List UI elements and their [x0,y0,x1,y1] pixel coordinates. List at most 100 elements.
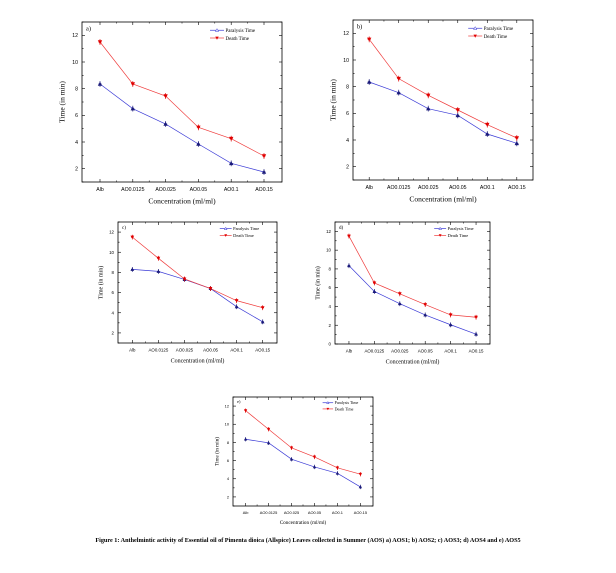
death-time-point [455,108,460,113]
legend-death-marker [224,234,228,237]
death-time-point [367,37,372,42]
paralysis-time-line [245,438,361,488]
y-axis-label: Time (in min) [97,266,104,299]
paralysis-time-point [347,263,351,268]
y-tick-label: 6 [346,111,349,117]
death-time-point [358,472,363,476]
y-tick-label: 12 [326,229,331,234]
y-tick-label: 2 [346,164,349,170]
x-axis-label: Concentration (ml/ml) [280,519,327,526]
x-tick-label: AO0.15 [508,185,526,191]
legend-death-label: Death Time [233,233,254,238]
x-axis-label: Concentration (ml/ml) [171,357,225,364]
y-tick-label: 10 [225,422,230,427]
plot-frame [117,221,278,344]
legend-death-marker [473,34,477,38]
y-tick-label: 8 [329,266,332,271]
y-axis-label: Time (in min) [213,437,220,466]
y-tick-label: 4 [227,476,230,481]
legend-death-label: Death Time [226,37,250,42]
paralysis-time-point [260,319,265,324]
paralysis-time-point [358,485,363,489]
x-tick-label: AO0.0125 [260,510,278,515]
paralysis-time-line [369,81,517,144]
death-time-point [260,306,265,310]
death-time-point [396,76,401,81]
death-time-point [426,93,431,98]
x-axis-label: Concentration (ml/ml) [409,195,477,204]
paralysis-time-point [372,289,377,293]
x-tick-label: AO0.1 [332,510,343,515]
chart-panel-a: 2 4 6 8 10 12 Alb AO0.0125 AO0.025 AO0.05 AO0.1 AO0… [58,21,283,206]
paralysis-time-point [514,141,519,146]
y-axis-label: Time (in min) [58,81,67,123]
x-tick-label: AO0.025 [418,185,439,191]
x-tick-label: AO0.05 [418,348,433,353]
death-time-point [448,313,453,317]
paralysis-time-point [455,113,460,118]
x-tick-label: AO0.05 [203,347,218,352]
death-time-point [266,427,271,431]
y-tick-label: 2 [112,330,115,335]
death-time-line [245,410,361,475]
y-tick-label: 12 [72,33,78,39]
legend-paralysis-label: Paralysis Time [484,27,514,32]
legend-death-label: Death Time [484,35,508,40]
paralysis-time-point [261,169,267,174]
x-tick-label: AO0.0125 [121,187,144,193]
death-time-point [130,235,135,239]
plot-frame [232,396,374,507]
chart-panel-c: 2 4 6 8 10 12 Alb AO0.0125 AO0.025 AO0.05 AO0.1 AO0… [97,221,278,364]
death-time-point [514,136,519,141]
legend-death-marker [438,234,442,237]
y-tick-label: 2 [227,494,229,499]
paralysis-time-point [163,121,168,126]
x-tick-label: AO0.0125 [148,347,168,352]
death-time-point [163,94,168,99]
x-tick-label: AO0.15 [255,187,273,193]
paralysis-time-point [335,471,340,475]
paralysis-time-point [448,322,453,327]
paralysis-time-point [266,441,271,445]
death-time-point [130,82,135,87]
x-tick-label: AO0.05 [308,510,321,515]
paralysis-time-line [348,265,477,335]
death-time-line [99,41,265,157]
death-time-point [97,40,103,45]
paralysis-time-point [229,161,234,166]
plot-frame [352,19,534,181]
legend-death-marker [326,407,330,411]
death-time-point [372,281,377,285]
y-tick-label: 4 [346,138,349,144]
death-time-line [132,236,263,309]
death-time-line [368,39,517,139]
death-time-point [229,136,234,141]
legend-paralysis-marker [326,401,330,404]
legend-death-marker [215,36,219,40]
paralysis-time-point [243,437,248,441]
x-tick-label: Alb [96,187,104,193]
figure-caption: Figure 1: Anthelmintic activity of Essen… [95,537,521,544]
death-time-point [208,287,213,291]
death-time-point [347,234,351,238]
y-axis-label: Time (in min) [314,266,321,299]
x-tick-label: AO0.025 [176,347,194,352]
y-tick-label: 8 [112,270,115,275]
paralysis-time-point [396,90,401,95]
death-time-point [196,125,201,130]
x-tick-label: AO0.15 [255,347,270,352]
x-tick-label: AO0.025 [391,348,409,353]
x-tick-label: AO0.1 [480,185,495,191]
legend-paralysis-label: Paralysis Time [233,226,259,231]
y-tick-label: 4 [112,310,115,315]
legend-paralysis-label: Paralysis Time [335,400,359,405]
y-tick-label: 12 [343,31,349,37]
legend-death-label: Death Time [335,406,354,411]
y-tick-label: 4 [329,304,332,309]
death-time-point [156,256,161,261]
paralysis-time-point [289,457,294,461]
x-tick-label: AO0.1 [230,347,243,352]
x-tick-label: Alb [129,347,136,352]
panel-label: e) [237,399,241,404]
